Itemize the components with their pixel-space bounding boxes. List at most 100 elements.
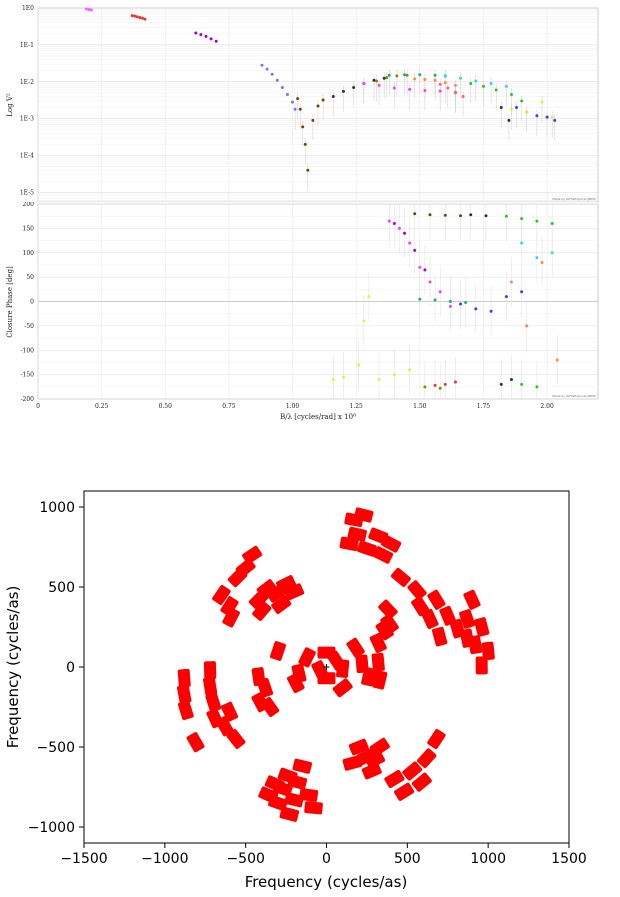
- closure-phase-point: [459, 302, 463, 306]
- visibility-point: [331, 94, 335, 98]
- visibility-point: [515, 106, 519, 110]
- closure-phase-point: [418, 297, 422, 301]
- visibility-point: [199, 33, 203, 37]
- uv-point: [287, 672, 305, 694]
- closure-phase-x-tick-label: 1.75: [477, 403, 491, 410]
- visibility-point: [469, 81, 473, 85]
- uv-x-tick-label: 1000: [470, 851, 506, 867]
- closure-phase-point: [392, 222, 396, 225]
- visibility-point: [275, 78, 279, 82]
- closure-phase-point: [509, 378, 513, 381]
- uv-point: [299, 788, 319, 802]
- closure-phase-point: [423, 385, 427, 389]
- uv-point: [381, 535, 402, 553]
- visibility-point: [301, 125, 305, 129]
- uv-point: [402, 761, 423, 781]
- visibility-point: [382, 76, 386, 80]
- visibility-point: [265, 67, 269, 71]
- visibility-point: [550, 115, 554, 119]
- visibility-y-axis-label: Log V²: [6, 93, 14, 117]
- closure-phase-y-ticks: 200 150 100 50 0 -50 -100 -150 -200: [21, 202, 35, 403]
- uv-point: [298, 647, 316, 668]
- closure-phase-point: [499, 382, 503, 386]
- visibility-point: [553, 118, 557, 122]
- visibility-point: [418, 73, 422, 77]
- closure-phase-point: [555, 358, 559, 362]
- visibility-point: [321, 98, 325, 102]
- closure-phase-point: [408, 241, 412, 245]
- closure-phase-y-tick-label: -150: [21, 372, 35, 379]
- uv-point: [220, 701, 239, 722]
- closure-phase-y-tick-label: 0: [30, 299, 34, 306]
- visibility-grid: [37, 7, 598, 202]
- visibility-point: [280, 85, 284, 89]
- closure-phase-point: [535, 256, 539, 260]
- closure-phase-x-tick-label: 0.25: [95, 403, 109, 410]
- uv-point: [215, 716, 234, 737]
- closure-phase-y-tick-label: -50: [24, 323, 34, 330]
- closure-phase-point: [509, 280, 513, 284]
- closure-phase-x-tick-label: 0.75: [222, 403, 236, 410]
- visibility-point: [395, 74, 399, 78]
- closure-phase-y-tick-label: 150: [23, 225, 35, 232]
- uv-point: [177, 700, 194, 721]
- visibility-point: [133, 14, 137, 18]
- closure-phase-point: [387, 219, 391, 223]
- uv-point: [346, 637, 365, 658]
- closure-phase-point: [357, 363, 361, 367]
- uv-point: [475, 656, 488, 675]
- uv-point: [176, 684, 192, 704]
- uv-point: [384, 769, 405, 789]
- uv-y-axis-label: Frequency (cycles/as): [4, 586, 22, 749]
- visibility-y-tick-label: 1E-3: [20, 116, 34, 123]
- uv-y-tick-label: 500: [48, 580, 75, 596]
- closure-phase-point: [341, 375, 345, 379]
- uv-point: [427, 728, 446, 750]
- visibility-point: [291, 100, 295, 104]
- closure-phase-point: [433, 298, 437, 302]
- visibility-panel: 1E0 1E-1 1E-2 1E-3 1E-4 1E-5 Log V² Made by O…: [6, 5, 599, 202]
- uv-x-ticks: −1500 −1000 −500 0 500 1000 1500: [60, 843, 587, 867]
- closure-phase-x-tick-label: 2.00: [540, 403, 554, 410]
- visibility-y-tick-label: 1E-1: [20, 42, 34, 49]
- closure-phase-points: [331, 212, 559, 390]
- visibility-point: [433, 78, 437, 82]
- visibility-point: [298, 107, 302, 111]
- visibility-point: [316, 104, 320, 108]
- visibility-point: [499, 106, 503, 110]
- closure-phase-point: [520, 382, 524, 386]
- uv-point: [284, 583, 305, 601]
- visibility-credit: Made by OIFitsExplorer/JMMC: [552, 197, 596, 201]
- visibility-point: [138, 16, 142, 20]
- closure-phase-point: [504, 295, 508, 299]
- uv-point: [205, 692, 222, 713]
- uv-point: [378, 599, 398, 620]
- closure-phase-x-tick-label: 1.00: [286, 403, 300, 410]
- uv-y-tick-label: 0: [66, 660, 75, 676]
- closure-phase-point: [443, 213, 447, 217]
- closure-phase-point: [550, 222, 554, 225]
- visibility-point: [270, 72, 274, 76]
- visibility-point: [143, 17, 147, 21]
- closure-phase-point: [540, 261, 544, 264]
- visibility-point: [489, 81, 493, 85]
- closure-phase-point: [525, 324, 529, 328]
- uv-point: [439, 605, 457, 626]
- uv-point: [463, 589, 481, 610]
- visibility-y-tick-label: 1E0: [22, 5, 34, 12]
- visibility-point: [311, 118, 315, 122]
- uv-point: [411, 596, 430, 617]
- uv-point: [242, 545, 263, 565]
- uv-point: [251, 667, 266, 687]
- uv-point: [361, 762, 382, 780]
- closure-phase-x-tick-label: 1.50: [413, 403, 427, 410]
- closure-phase-credit: Made by OIFitsExplorer/JMMC: [552, 394, 596, 398]
- closure-phase-point: [484, 214, 488, 218]
- visibility-point: [443, 74, 447, 78]
- closure-phase-point: [413, 248, 417, 252]
- visibility-point: [140, 16, 144, 20]
- uv-point: [369, 632, 387, 654]
- uv-point: [369, 737, 390, 757]
- visibility-point: [385, 76, 389, 80]
- visibility-point: [507, 118, 511, 122]
